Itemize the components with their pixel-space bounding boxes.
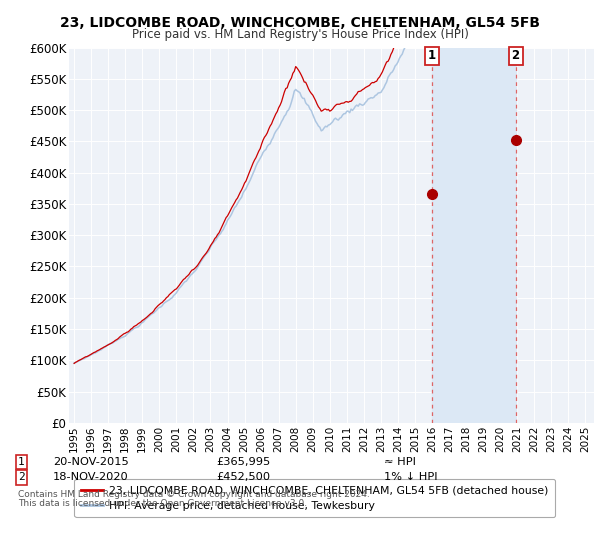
Legend: 23, LIDCOMBE ROAD, WINCHCOMBE, CHELTENHAM, GL54 5FB (detached house), HPI: Avera: 23, LIDCOMBE ROAD, WINCHCOMBE, CHELTENHA…: [74, 479, 555, 517]
Text: 1: 1: [18, 457, 25, 467]
Text: Price paid vs. HM Land Registry's House Price Index (HPI): Price paid vs. HM Land Registry's House …: [131, 28, 469, 41]
Text: 1% ↓ HPI: 1% ↓ HPI: [384, 472, 437, 482]
Text: £365,995: £365,995: [216, 457, 270, 467]
Text: 20-NOV-2015: 20-NOV-2015: [53, 457, 128, 467]
Text: 18-NOV-2020: 18-NOV-2020: [53, 472, 128, 482]
Bar: [432, 48, 515, 423]
Text: ≈ HPI: ≈ HPI: [384, 457, 416, 467]
Text: 2: 2: [18, 472, 25, 482]
Text: 2: 2: [512, 49, 520, 63]
Text: Contains HM Land Registry data © Crown copyright and database right 2024.: Contains HM Land Registry data © Crown c…: [18, 491, 370, 500]
Text: 1: 1: [428, 49, 436, 63]
Text: 23, LIDCOMBE ROAD, WINCHCOMBE, CHELTENHAM, GL54 5FB: 23, LIDCOMBE ROAD, WINCHCOMBE, CHELTENHA…: [60, 16, 540, 30]
Text: This data is licensed under the Open Government Licence v3.0.: This data is licensed under the Open Gov…: [18, 500, 307, 508]
Text: £452,500: £452,500: [216, 472, 270, 482]
